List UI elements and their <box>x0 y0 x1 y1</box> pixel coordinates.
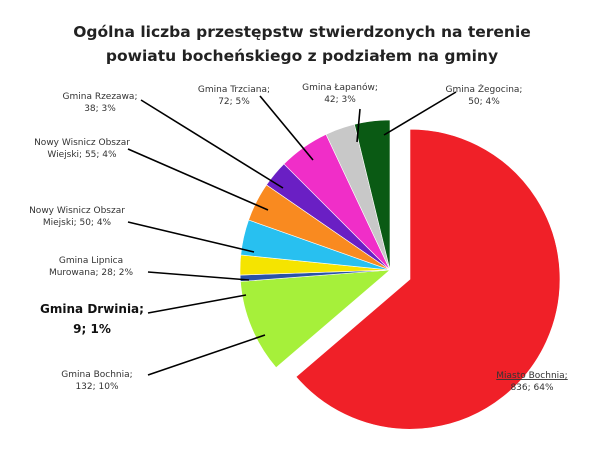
slice-labels: Miasto Bochnia; 836; 64% Gmina Bochnia; 132… <box>29 82 568 393</box>
slice-label-line: Miejski; 50; 4% <box>43 218 112 228</box>
pie-slice-miasto-bochnia <box>295 128 561 430</box>
slice-label-line: 42; 3% <box>324 95 356 105</box>
slice-label-nowy-wisnicz-obszar-miejski: Nowy Wisnicz Obszar Miejski; 50; 4% <box>29 206 125 228</box>
leader-line-nowy-wisnicz-obszar-miejski <box>127 221 255 253</box>
leader-line-gmina-bochnia <box>147 334 266 376</box>
slice-label-line: 132; 10% <box>75 382 119 392</box>
slice-label-line: Gmina Żegocina; <box>446 84 523 95</box>
slice-label-gmina-zegocina: Gmina Żegocina; 50; 4% <box>446 84 523 107</box>
chart-title-line-1: Ogólna liczba przestępstw stwierdzonych … <box>73 23 531 41</box>
leader-line-nowy-wisnicz-obszar-wiejski <box>127 148 269 211</box>
slice-label-line: Wiejski; 55; 4% <box>47 150 117 160</box>
slice-label-gmina-lipnica-murowana: Gmina Lipnica Murowana; 28; 2% <box>49 256 134 278</box>
slice-label-line: Gmina Trzciana; <box>198 85 270 95</box>
slice-label-line: 38; 3% <box>84 104 116 114</box>
slice-label-line: Miasto Bochnia; <box>496 371 567 381</box>
slice-label-gmina-trzciana: Gmina Trzciana; 72; 5% <box>198 85 270 107</box>
leader-line-gmina-lapanow <box>356 108 361 143</box>
leader-line-gmina-zegocina <box>383 91 457 136</box>
slice-label-gmina-bochnia: Gmina Bochnia; 132; 10% <box>61 370 132 392</box>
chart-title-line-2: powiatu bocheńskiego z podziałem na gmin… <box>106 47 498 65</box>
leader-line-gmina-rzezawa <box>140 99 284 189</box>
slice-label-line: Gmina Łapanów; <box>302 82 378 93</box>
slice-label-line: Gmina Lipnica <box>59 256 123 266</box>
slice-label-line: 836; 64% <box>510 383 554 393</box>
slice-label-miasto-bochnia: Miasto Bochnia; 836; 64% <box>496 371 567 393</box>
slice-label-line: Gmina Drwinia; <box>40 302 144 316</box>
slice-label-gmina-drwinia: Gmina Drwinia; 9; 1% <box>40 302 144 336</box>
slice-label-line: Gmina Bochnia; <box>61 370 132 380</box>
slice-label-line: 72; 5% <box>218 97 250 107</box>
slice-label-line: 50; 4% <box>468 97 500 107</box>
slice-label-line: Nowy Wisnicz Obszar <box>34 138 130 148</box>
pie-slices <box>239 119 561 430</box>
slice-label-line: 9; 1% <box>73 322 111 336</box>
slice-label-line: Murowana; 28; 2% <box>49 268 134 278</box>
slice-label-gmina-rzezawa: Gmina Rzezawa; 38; 3% <box>63 92 138 114</box>
slice-label-nowy-wisnicz-obszar-wiejski: Nowy Wisnicz Obszar Wiejski; 55; 4% <box>34 138 130 160</box>
slice-label-line: Gmina Rzezawa; <box>63 92 138 102</box>
leader-line-gmina-lipnica-murowana <box>147 271 250 281</box>
leader-line-gmina-drwinia <box>147 294 247 314</box>
leader-line-gmina-trzciana <box>259 95 314 161</box>
chart-title: Ogólna liczba przestępstw stwierdzonych … <box>73 23 531 65</box>
slice-label-line: Nowy Wisnicz Obszar <box>29 206 125 216</box>
slice-label-gmina-lapanow: Gmina Łapanów; 42; 3% <box>302 82 378 105</box>
leader-lines <box>127 91 457 376</box>
pie-slice-gmina-zegocina <box>354 119 391 271</box>
pie-slice-gmina-bochnia <box>240 269 391 369</box>
